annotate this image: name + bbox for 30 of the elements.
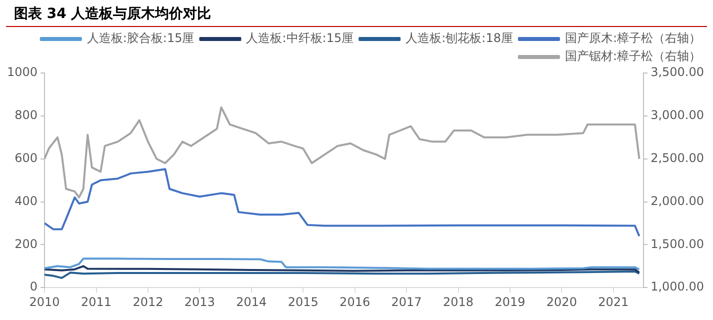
x-tick-label: 2019 — [494, 294, 526, 309]
y2-tick-label: 2,500.00 — [650, 150, 704, 165]
x-tick-label: 2016 — [340, 294, 370, 309]
x-tick-label: 2018 — [442, 294, 474, 309]
x-tick-label: 2021 — [598, 294, 629, 309]
x-tick-label: 2010 — [29, 294, 60, 309]
x-tick-label: 2012 — [132, 294, 164, 309]
y2-tick-label: 3,000.00 — [650, 108, 704, 122]
y2-tick-label: 3,500.00 — [650, 65, 704, 80]
x-tick-label: 2020 — [546, 294, 577, 309]
y-tick-label: 600 — [14, 150, 38, 165]
chart-title: 图表 34 人造板与原木均价对比 — [6, 2, 707, 27]
legend-label: 国产原木:樟子松（右轴） — [564, 31, 702, 46]
x-tick-label: 2014 — [236, 294, 267, 309]
y-tick-label: 800 — [14, 108, 38, 122]
y2-tick-label: 1,500.00 — [650, 236, 704, 251]
x-tick-label: 2015 — [288, 294, 318, 309]
y-tick-label: 1000 — [6, 65, 38, 80]
y-tick-label: 200 — [14, 236, 38, 251]
legend-label: 人造板:胶合板:15厘 — [86, 31, 194, 46]
legend-label: 国产锯材:樟子松（右轴） — [564, 49, 702, 64]
y2-tick-label: 2,000.00 — [650, 194, 704, 208]
y-tick-label: 0 — [30, 280, 38, 294]
legend-label: 人造板:中纤板:15厘 — [246, 31, 354, 46]
y2-tick-label: 1,000.00 — [650, 280, 704, 294]
x-tick-label: 2017 — [391, 294, 422, 309]
y-tick-label: 400 — [14, 194, 38, 208]
legend-label: 人造板:刨花板:18厘 — [406, 31, 513, 46]
x-tick-label: 2011 — [80, 294, 112, 309]
x-tick-label: 2013 — [184, 294, 215, 309]
